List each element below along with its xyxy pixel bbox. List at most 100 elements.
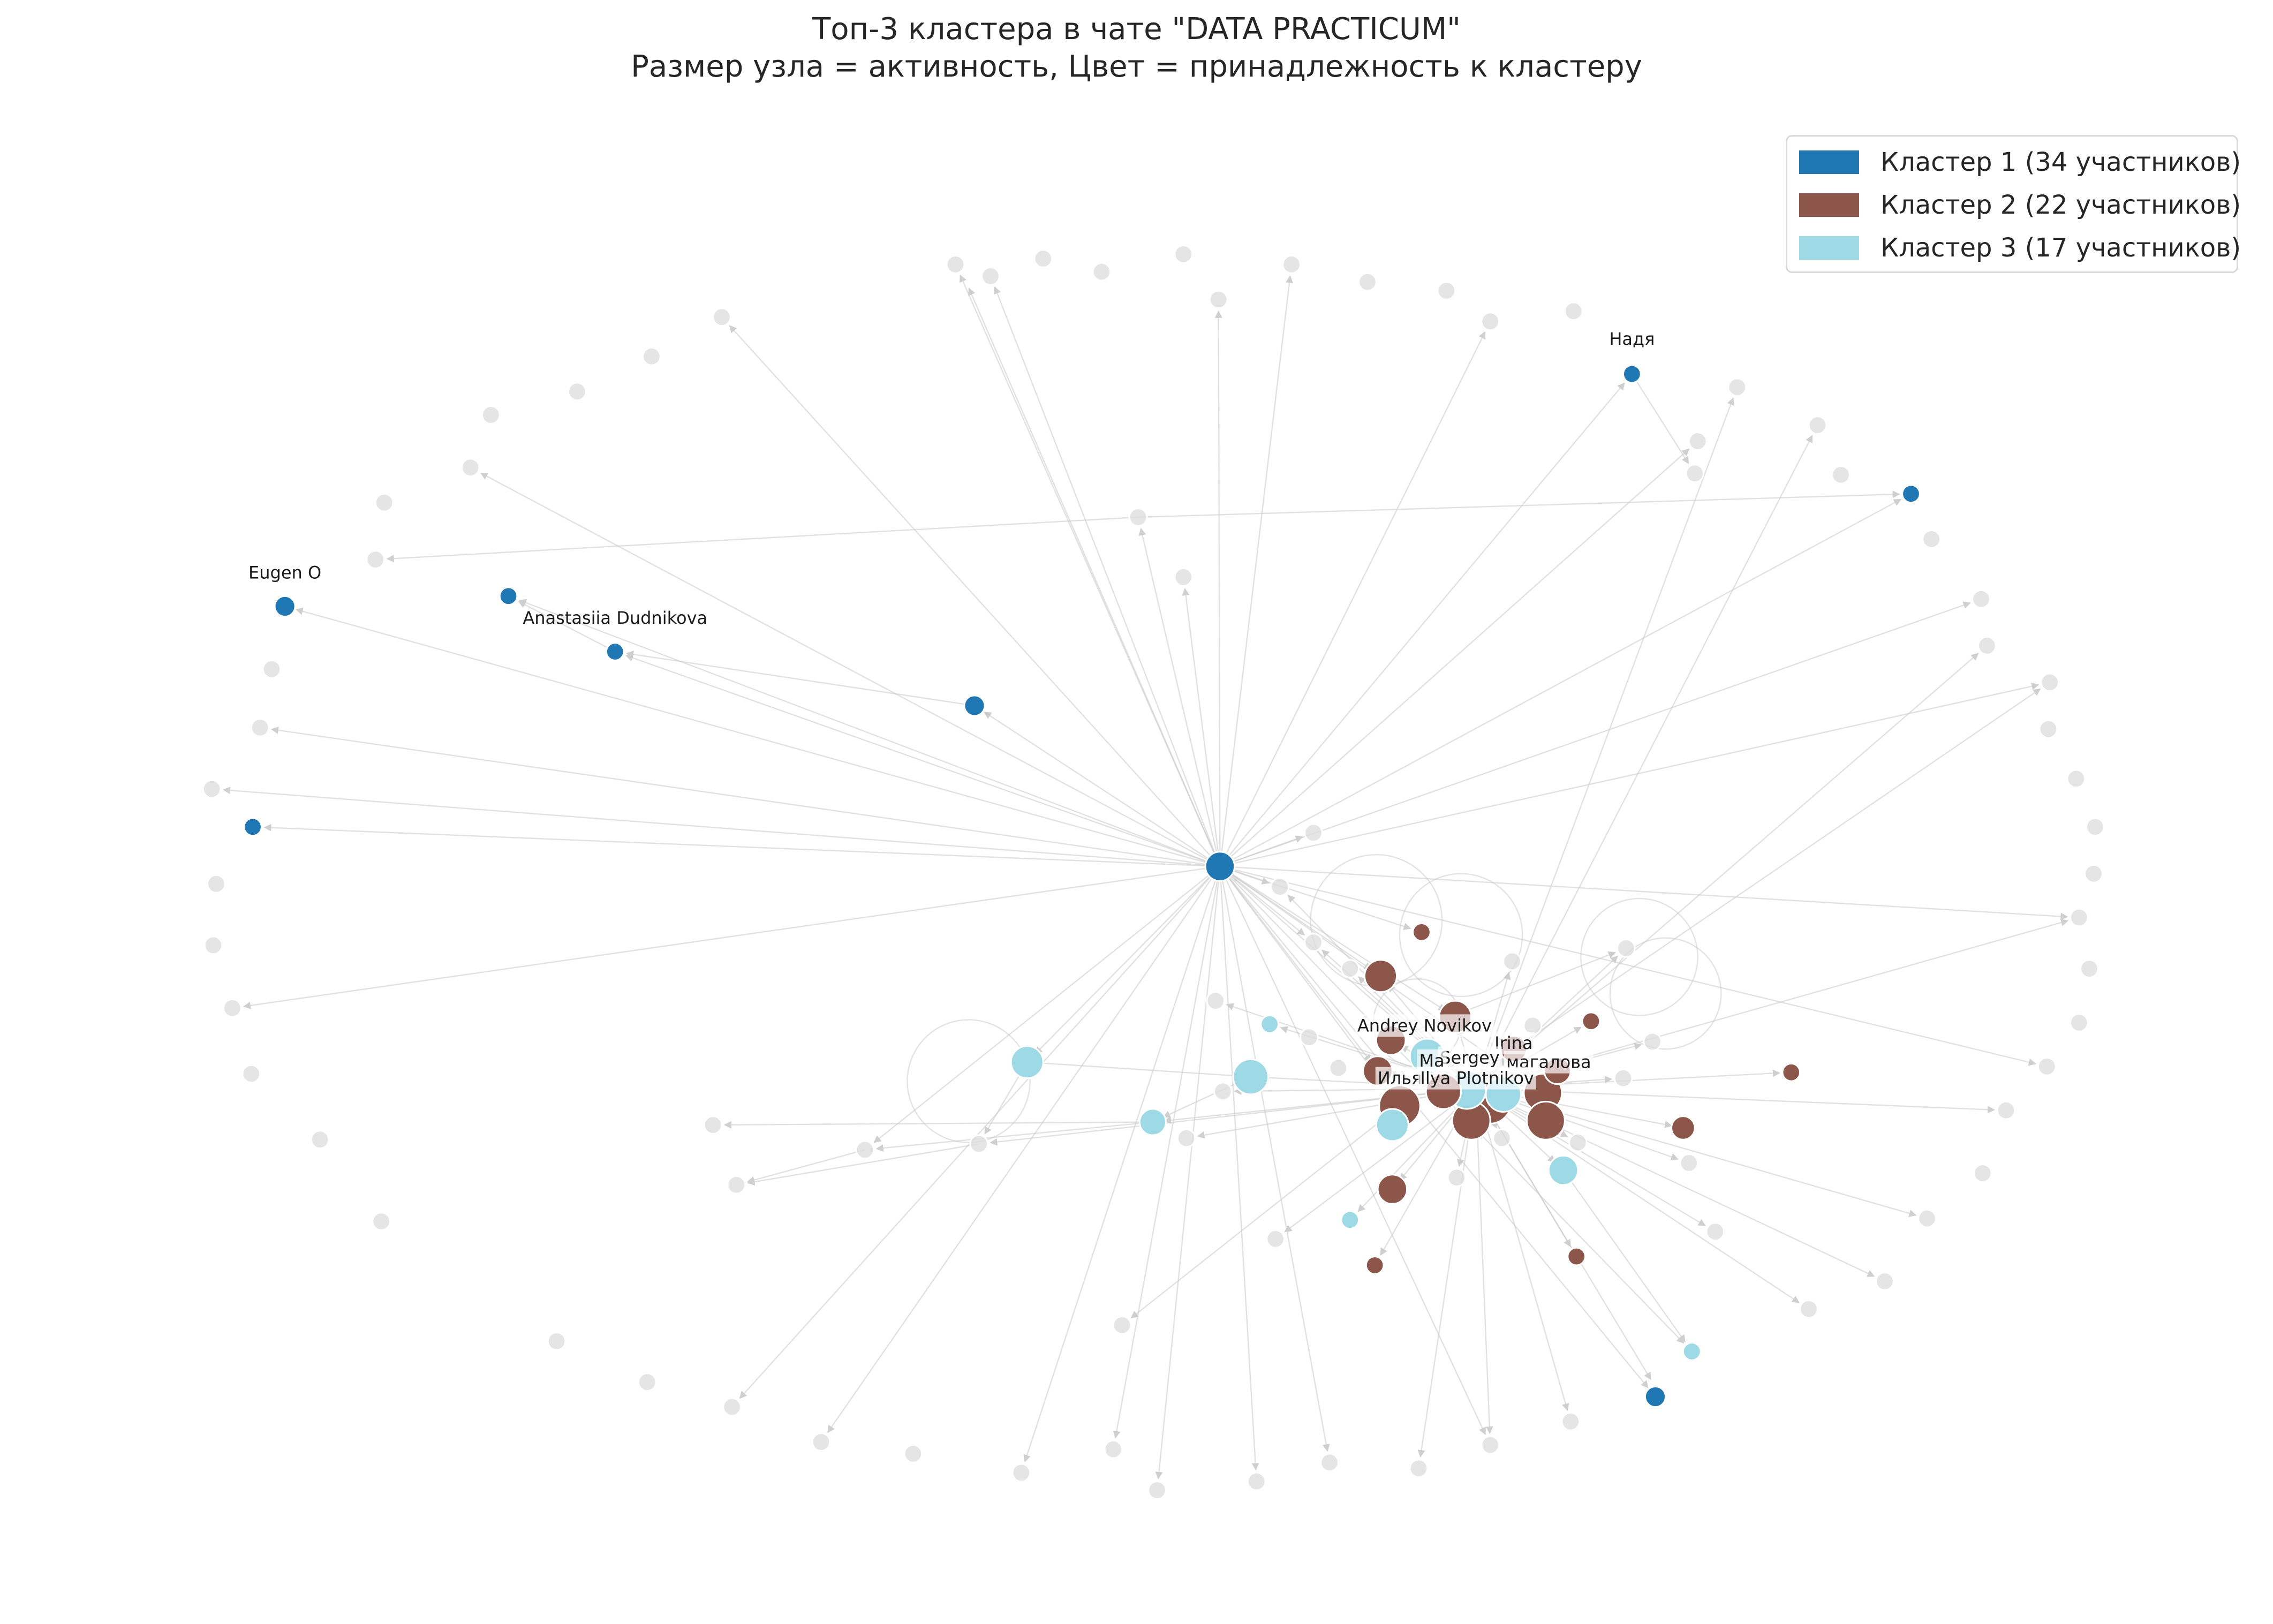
edge-hub xyxy=(270,726,1220,867)
node-other xyxy=(1282,255,1301,274)
node-other xyxy=(1266,1229,1285,1249)
svg-text:Andrey Novikov: Andrey Novikov xyxy=(1357,1015,1492,1036)
edge-hub xyxy=(1219,448,1690,867)
node-cluster-2 xyxy=(1671,1115,1696,1140)
node-cluster-3 xyxy=(1260,1014,1280,1034)
edge-core xyxy=(1475,1088,1493,1434)
node-other xyxy=(250,717,270,737)
node-other xyxy=(1299,1028,1319,1047)
node-other xyxy=(1328,1058,1348,1078)
node-cluster-1 xyxy=(1204,851,1236,882)
edge-hub xyxy=(243,865,1220,1009)
edge-hub xyxy=(263,824,1220,867)
node-cluster-2 xyxy=(1412,922,1431,942)
node-other xyxy=(1304,823,1323,843)
node-cluster-1 xyxy=(274,595,296,617)
edge-hub xyxy=(295,607,1220,867)
node-cluster-2 xyxy=(1364,959,1398,993)
node-other xyxy=(1174,567,1194,587)
node-other xyxy=(547,1331,567,1351)
node-other xyxy=(1176,1128,1196,1148)
nodes-layer xyxy=(202,244,2105,1500)
node-other xyxy=(2066,769,2086,789)
node-other xyxy=(372,1212,391,1231)
edge-core xyxy=(1475,653,1979,1089)
node-other xyxy=(2037,1057,2057,1076)
node-cluster-1 xyxy=(963,694,986,717)
node-cluster-1 xyxy=(1901,484,1921,504)
node-other xyxy=(1340,959,1360,978)
node-other xyxy=(1799,1299,1818,1319)
node-cluster-2 xyxy=(1581,1011,1601,1031)
node-cluster-3 xyxy=(1138,1108,1167,1136)
node-other xyxy=(1643,1032,1662,1052)
node-other xyxy=(1492,1128,1512,1148)
self-loop-edge xyxy=(1580,897,1698,1016)
edge-hub xyxy=(1155,866,1221,1479)
node-other xyxy=(1561,1412,1581,1431)
svg-text:Sergey: Sergey xyxy=(1440,1047,1500,1068)
node-other xyxy=(1358,272,1377,292)
node-other xyxy=(946,255,965,274)
node-other xyxy=(1128,508,1148,527)
node-other xyxy=(366,550,386,569)
legend-item-cluster-2: Кластер 2 (22 участников) xyxy=(1799,189,2241,221)
node-other xyxy=(1011,1463,1031,1483)
node-other xyxy=(981,266,1000,286)
node-other xyxy=(1104,1439,1123,1459)
node-other xyxy=(1523,1016,1543,1036)
edge-hub xyxy=(1113,866,1221,1439)
node-cluster-3 xyxy=(1547,1154,1579,1186)
node-other xyxy=(1447,1168,1467,1188)
node-other xyxy=(1213,1082,1233,1101)
self-loop-edge xyxy=(907,1019,1031,1143)
node-other xyxy=(1437,281,1456,300)
node-cluster-3 xyxy=(1340,1210,1360,1230)
edge-hub xyxy=(1219,866,1446,1011)
node-other xyxy=(1247,1471,1266,1491)
svg-text:Надя: Надя xyxy=(1609,329,1655,349)
node-cluster-3 xyxy=(1232,1058,1269,1096)
node-other xyxy=(637,1372,657,1392)
edge-hub xyxy=(1182,588,1221,867)
node-other xyxy=(1685,464,1705,483)
node-other xyxy=(2038,719,2058,739)
node-other xyxy=(1972,589,1991,609)
node-other xyxy=(2080,959,2099,978)
edge xyxy=(518,601,616,653)
node-other xyxy=(2085,817,2105,837)
edge-hub xyxy=(1023,866,1221,1463)
node-cluster-2 xyxy=(1526,1100,1566,1140)
node-other xyxy=(481,405,501,425)
edge xyxy=(1562,1169,1686,1343)
node-other xyxy=(2069,1013,2089,1032)
node-other xyxy=(642,346,661,366)
edge-core xyxy=(1284,1087,1476,1233)
node-other xyxy=(1304,933,1323,952)
node-other xyxy=(722,1397,742,1417)
node-other xyxy=(1973,1164,1992,1183)
node-other xyxy=(1875,1272,1894,1291)
edge-hub xyxy=(739,866,1221,1399)
edge-hub xyxy=(1219,275,1293,867)
edge xyxy=(1130,1105,1400,1319)
edge-hub xyxy=(1219,866,1259,1471)
node-other xyxy=(567,382,587,402)
edge-hub xyxy=(873,866,1221,1143)
node-label-1: Eugen O xyxy=(248,563,321,583)
labels-layer: Надя Eugen O Anastasiia Dudnikova Andrey No… xyxy=(248,329,1655,1090)
edge xyxy=(1027,1061,1240,1079)
node-label-8: Илья xyxy=(1375,1067,1424,1090)
node-label-9: Ilya Plotnikov xyxy=(1418,1067,1536,1090)
node-other xyxy=(206,874,226,894)
legend: Кластер 1 (34 участников) Кластер 2 (22 … xyxy=(1786,135,2241,273)
edge-core xyxy=(1417,1088,1477,1458)
node-other xyxy=(1564,301,1583,321)
edge-hub xyxy=(1220,682,2040,867)
node-other xyxy=(1688,432,1708,451)
edge-core xyxy=(1475,397,1734,1089)
node-other xyxy=(374,493,394,512)
svg-text:Илья: Илья xyxy=(1378,1068,1422,1089)
node-other xyxy=(1613,1068,1633,1088)
legend-swatch-cluster-2 xyxy=(1799,193,1859,217)
